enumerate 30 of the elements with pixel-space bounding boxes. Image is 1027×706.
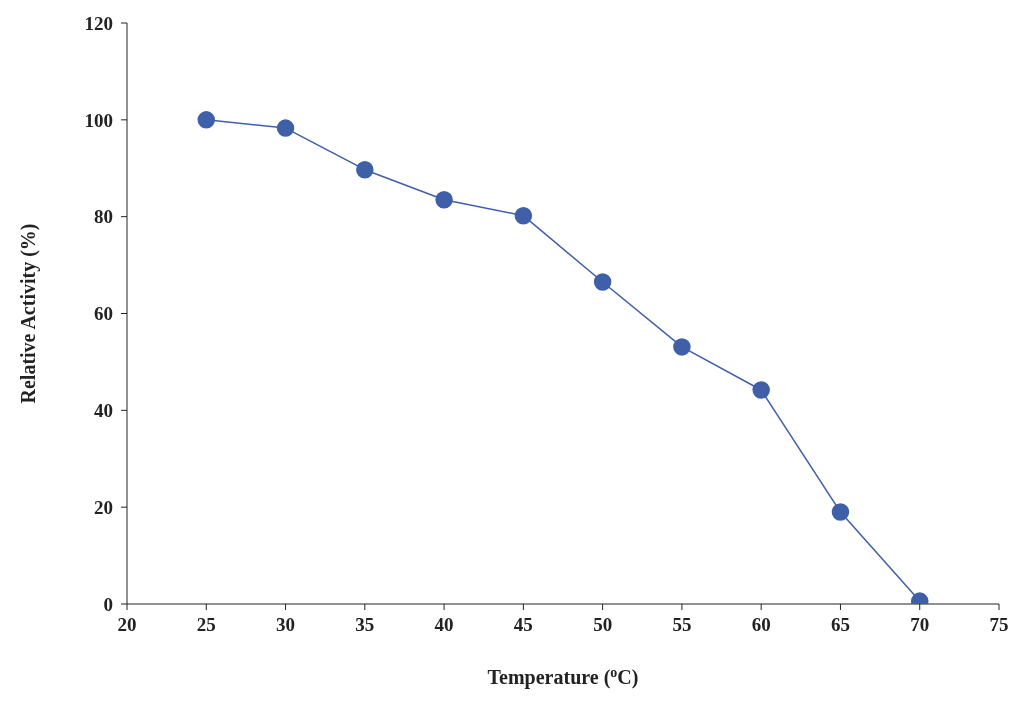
y-tick-label: 100 <box>84 109 113 131</box>
y-tick-label: 120 <box>84 12 113 34</box>
point <box>514 206 533 225</box>
x-tick-label: 70 <box>910 614 930 636</box>
x-tick-label: 20 <box>117 614 137 636</box>
y-tick-label: 20 <box>94 496 113 518</box>
x-tick-label: 55 <box>672 614 692 636</box>
x-tick-label: 40 <box>434 614 454 636</box>
x-tick-label: 75 <box>989 614 1009 636</box>
x-tick-label: 45 <box>513 614 533 636</box>
y-axis-title: Relative Activity (%) <box>17 223 40 404</box>
point <box>752 381 770 399</box>
point <box>276 119 295 137</box>
y-tick-label: 60 <box>94 303 113 325</box>
point <box>593 273 612 291</box>
x-tick-label: 35 <box>355 614 375 636</box>
point <box>673 338 691 356</box>
x-tick-label: 50 <box>593 614 613 636</box>
x-tick-label: 65 <box>830 614 850 636</box>
x-tick-label: 30 <box>276 614 296 636</box>
y-tick-label: 0 <box>103 593 113 615</box>
point <box>831 503 850 521</box>
y-tick-label: 80 <box>94 206 113 228</box>
point <box>435 190 453 209</box>
x-tick-label: 25 <box>196 614 216 636</box>
x-axis-title: Temperature ($^{o}$C) <box>487 664 639 689</box>
y-tick-label: 40 <box>94 400 113 422</box>
point <box>356 160 374 179</box>
x-tick-label: 60 <box>751 614 771 636</box>
point <box>197 111 216 129</box>
